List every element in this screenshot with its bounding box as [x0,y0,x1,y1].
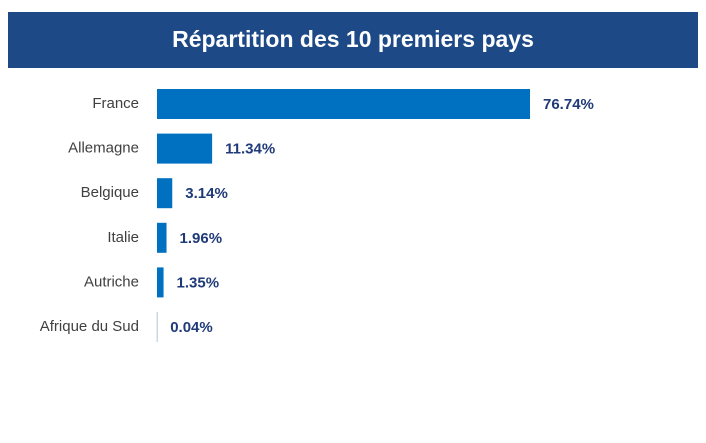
bar [157,134,212,164]
bar [157,223,167,253]
bar [157,267,164,297]
category-label: Allemagne [68,140,139,157]
bar [157,178,172,208]
data-label: 1.96% [180,230,223,247]
data-label: 11.34% [225,141,275,158]
category-label: Belgique [81,184,139,201]
chart-title: Répartition des 10 premiers pays [172,26,534,52]
bar [157,89,530,119]
data-label: 76.74% [543,96,594,113]
data-label: 3.14% [185,185,228,202]
category-label: France [92,95,139,112]
category-label: Afrique du Sud [40,318,139,335]
data-label: 1.35% [177,274,220,291]
category-label: Autriche [84,273,139,290]
category-label: Italie [107,229,139,246]
data-label: 0.04% [170,319,213,336]
